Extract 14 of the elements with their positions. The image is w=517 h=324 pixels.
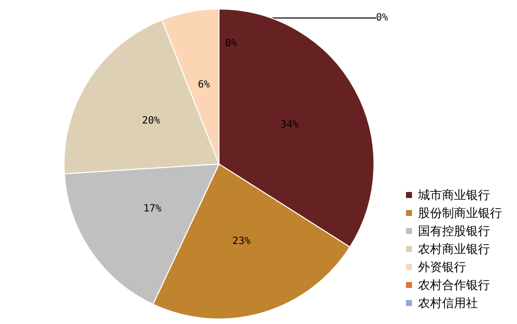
data-label: 17%: [143, 204, 162, 215]
data-label: 20%: [142, 115, 160, 126]
legend-label: 农村信用社: [418, 296, 478, 310]
data-label: 23%: [232, 236, 250, 247]
text: 0%: [376, 12, 388, 24]
legend-label: 国有控股银行: [418, 224, 490, 238]
text: 0%: [224, 38, 238, 49]
legend-label: 农村商业银行: [418, 242, 490, 256]
legend-label: 股份制商业银行: [418, 206, 502, 220]
legend-label: 农村合作银行: [418, 278, 490, 292]
data-label: 34%: [280, 120, 299, 131]
legend-label: 外资银行: [418, 260, 466, 274]
legend-label: 城市商业银行: [417, 188, 490, 202]
data-label: 6%: [198, 79, 210, 90]
